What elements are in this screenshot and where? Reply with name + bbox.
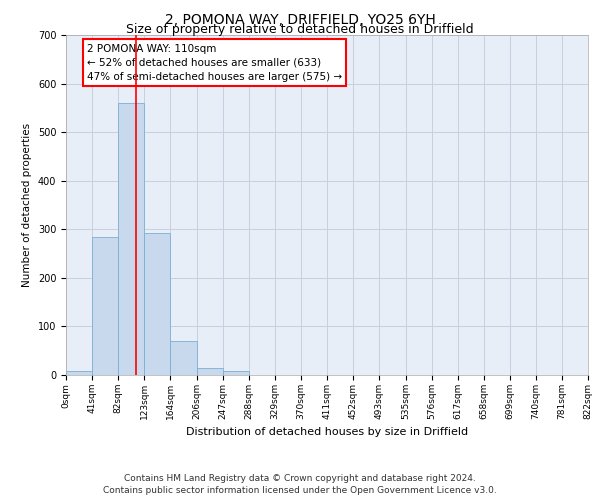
Bar [118,103,144,375]
Bar [197,368,223,375]
Y-axis label: Number of detached properties: Number of detached properties [22,123,32,287]
Text: 2, POMONA WAY, DRIFFIELD, YO25 6YH: 2, POMONA WAY, DRIFFIELD, YO25 6YH [164,12,436,26]
Text: Size of property relative to detached houses in Driffield: Size of property relative to detached ho… [126,22,474,36]
X-axis label: Distribution of detached houses by size in Driffield: Distribution of detached houses by size … [186,428,468,438]
Text: Contains HM Land Registry data © Crown copyright and database right 2024.
Contai: Contains HM Land Registry data © Crown c… [103,474,497,495]
Bar [66,371,92,375]
Bar [144,232,170,375]
Bar [170,341,197,375]
Text: 2 POMONA WAY: 110sqm
← 52% of detached houses are smaller (633)
47% of semi-deta: 2 POMONA WAY: 110sqm ← 52% of detached h… [87,44,342,82]
Bar [92,236,118,375]
Bar [223,370,249,375]
